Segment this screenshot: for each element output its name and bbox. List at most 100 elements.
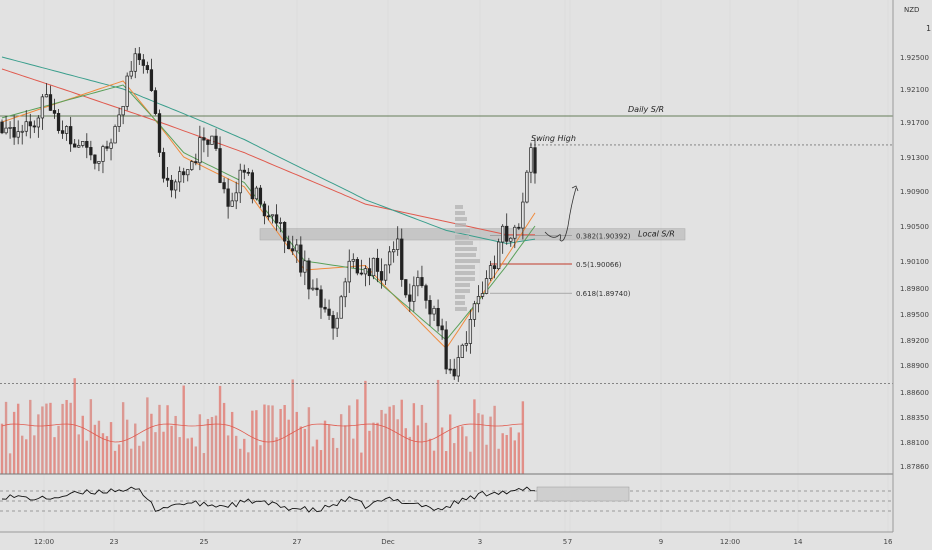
fib-label: 0.618(1.89740): [576, 290, 631, 298]
volume-bar: [477, 413, 480, 474]
candle-body: [16, 131, 20, 138]
candle-body: [36, 117, 41, 128]
fib-label: 0.382(1.90392): [576, 232, 631, 240]
volume-bar: [323, 420, 327, 474]
candle-body: [496, 241, 501, 270]
candle-body: [222, 182, 226, 190]
level-label: Swing High: [531, 134, 576, 143]
candle-body: [60, 130, 65, 134]
candle-body: [299, 244, 303, 273]
volume-bar: [509, 427, 512, 474]
candle-body: [182, 171, 186, 176]
volume-bar: [481, 414, 484, 474]
candle-body: [331, 315, 335, 329]
volume-bar: [489, 416, 492, 474]
candle-body: [351, 259, 355, 262]
candle-body: [488, 265, 493, 279]
volume-bar: [404, 428, 407, 474]
candle-body: [529, 147, 533, 173]
candle-body: [190, 161, 194, 170]
candle-body: [355, 259, 359, 274]
volume-bar: [77, 434, 80, 474]
volume-bar: [33, 435, 36, 474]
candle-body: [198, 137, 202, 164]
price-tick-label: 1.88350: [900, 414, 929, 422]
candle-body: [44, 94, 49, 98]
volume-bar: [190, 437, 193, 474]
volume-bar: [356, 399, 359, 474]
volume-bar: [396, 419, 399, 474]
volume-bar: [432, 450, 436, 474]
volume-profile-bar: [455, 259, 480, 263]
price-tick-label: 1.89200: [900, 337, 929, 345]
volume-profile-bar: [455, 301, 465, 305]
candle-body: [492, 265, 497, 270]
volume-bar: [311, 446, 315, 474]
candle-body: [432, 307, 436, 315]
candle-body: [149, 69, 154, 91]
candle-body: [210, 135, 214, 145]
volume-bar: [263, 404, 266, 474]
volume-bar: [485, 444, 488, 474]
volume-bar: [307, 407, 311, 474]
volume-profile-bar: [455, 307, 467, 311]
candle-body: [206, 139, 210, 145]
volume-bar: [331, 437, 335, 474]
volume-bar: [388, 406, 391, 474]
price-tick-label: 1.90500: [900, 223, 929, 231]
price-tick-label: 1.92500: [900, 54, 929, 62]
candle-body: [121, 105, 125, 116]
time-tick-label: 27: [293, 538, 302, 546]
candle-body: [8, 127, 12, 129]
volume-bar: [239, 448, 242, 474]
volume-bar: [154, 432, 157, 474]
candle-body: [73, 143, 77, 148]
price-tick-label: 1.88900: [900, 362, 929, 370]
candle-body: [335, 317, 339, 329]
volume-bar: [424, 422, 428, 474]
volume-bar: [251, 410, 254, 474]
candle-body: [448, 368, 452, 371]
candle-body: [509, 237, 513, 242]
candle-body: [266, 215, 271, 218]
candle-body: [238, 169, 242, 194]
time-tick-label: 25: [200, 538, 209, 546]
candle-body: [367, 268, 372, 277]
volume-bar: [226, 435, 230, 474]
volume-bar: [448, 414, 452, 474]
volume-bar: [37, 414, 40, 474]
candle-body: [303, 260, 307, 273]
candle-body: [396, 238, 400, 250]
candle-body: [359, 272, 364, 275]
volume-bar: [130, 448, 133, 474]
volume-bar: [444, 451, 448, 474]
candle-body: [52, 110, 57, 114]
zone-label: Local S/R: [638, 230, 675, 239]
candle-body: [505, 225, 509, 242]
volume-bar: [440, 427, 444, 474]
candle-body: [24, 121, 28, 132]
volume-bar: [158, 404, 161, 474]
candle-body: [173, 181, 178, 191]
candle-body: [472, 303, 477, 320]
candle-body: [125, 75, 129, 107]
candle-body: [117, 114, 121, 127]
volume-bar: [214, 415, 218, 474]
volume-bar: [315, 439, 319, 474]
candle-body: [400, 238, 404, 280]
rsi-line: [1, 486, 535, 513]
candle-body: [81, 140, 85, 146]
candle-body: [533, 147, 537, 174]
volume-bar: [146, 397, 149, 474]
candle-body: [85, 140, 89, 148]
candle-body: [178, 171, 182, 183]
candle-body: [424, 285, 428, 301]
candle-body: [157, 113, 162, 153]
volume-profile-bar: [455, 235, 469, 239]
volume-profile-bar: [455, 253, 476, 257]
candle-body: [0, 121, 4, 134]
volume-bar: [194, 446, 198, 474]
price-tick-label: 1.91700: [900, 119, 929, 127]
top-right-label: 1: [926, 24, 931, 33]
